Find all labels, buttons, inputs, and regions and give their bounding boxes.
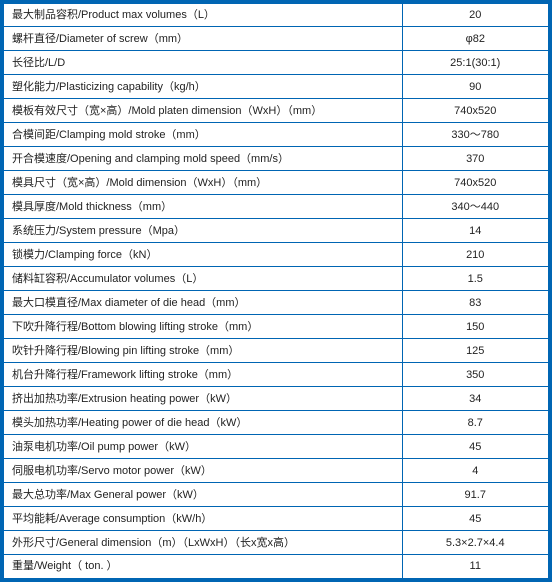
table-row: 外形尺寸/General dimension（m）（LxWxH）（长x宽x高）5… xyxy=(2,531,550,555)
table-row: 开合模速度/Opening and clamping mold speed（mm… xyxy=(2,147,550,171)
spec-value: φ82 xyxy=(402,27,550,51)
spec-value: 11 xyxy=(402,555,550,580)
spec-label: 挤出加热功率/Extrusion heating power（kW） xyxy=(2,387,402,411)
spec-label: 油泵电机功率/Oil pump power（kW） xyxy=(2,435,402,459)
table-row: 最大制品容积/Product max volumes（L）20 xyxy=(2,2,550,27)
table-row: 系统压力/System pressure（Mpa）14 xyxy=(2,219,550,243)
spec-value: 8.7 xyxy=(402,411,550,435)
spec-value: 83 xyxy=(402,291,550,315)
spec-value: 740x520 xyxy=(402,171,550,195)
spec-value: 330～780 xyxy=(402,123,550,147)
spec-label: 重量/Weight（ ton. ） xyxy=(2,555,402,580)
table-row: 下吹升降行程/Bottom blowing lifting stroke（mm）… xyxy=(2,315,550,339)
table-row: 最大总功率/Max General power（kW）91.7 xyxy=(2,483,550,507)
table-row: 合模间距/Clamping mold stroke（mm）330～780 xyxy=(2,123,550,147)
table-row: 伺服电机功率/Servo motor power（kW）4 xyxy=(2,459,550,483)
spec-label: 螺杆直径/Diameter of screw（mm） xyxy=(2,27,402,51)
spec-table: 最大制品容积/Product max volumes（L）20螺杆直径/Diam… xyxy=(0,0,552,582)
spec-value: 125 xyxy=(402,339,550,363)
spec-value: 340～440 xyxy=(402,195,550,219)
table-row: 平均能耗/Average consumption（kW/h）45 xyxy=(2,507,550,531)
table-row: 长径比/L/D25:1(30:1) xyxy=(2,51,550,75)
table-row: 模具尺寸（宽×高）/Mold dimension（WxH）（mm）740x520 xyxy=(2,171,550,195)
spec-value: 740x520 xyxy=(402,99,550,123)
table-row: 最大口模直径/Max diameter of die head（mm）83 xyxy=(2,291,550,315)
spec-label: 锁模力/Clamping force（kN） xyxy=(2,243,402,267)
spec-value: 1.5 xyxy=(402,267,550,291)
spec-label: 长径比/L/D xyxy=(2,51,402,75)
table-row: 储料缸容积/Accumulator volumes（L）1.5 xyxy=(2,267,550,291)
spec-label: 外形尺寸/General dimension（m）（LxWxH）（长x宽x高） xyxy=(2,531,402,555)
spec-value: 350 xyxy=(402,363,550,387)
table-row: 重量/Weight（ ton. ）11 xyxy=(2,555,550,580)
table-row: 螺杆直径/Diameter of screw（mm）φ82 xyxy=(2,27,550,51)
spec-value: 5.3×2.7×4.4 xyxy=(402,531,550,555)
spec-label: 最大口模直径/Max diameter of die head（mm） xyxy=(2,291,402,315)
spec-label: 模具尺寸（宽×高）/Mold dimension（WxH）（mm） xyxy=(2,171,402,195)
spec-value: 14 xyxy=(402,219,550,243)
spec-label: 伺服电机功率/Servo motor power（kW） xyxy=(2,459,402,483)
spec-label: 开合模速度/Opening and clamping mold speed（mm… xyxy=(2,147,402,171)
table-row: 模头加热功率/Heating power of die head（kW）8.7 xyxy=(2,411,550,435)
table-row: 机台升降行程/Framework lifting stroke（mm）350 xyxy=(2,363,550,387)
spec-table-body: 最大制品容积/Product max volumes（L）20螺杆直径/Diam… xyxy=(2,2,550,580)
spec-value: 4 xyxy=(402,459,550,483)
spec-value: 210 xyxy=(402,243,550,267)
spec-value: 20 xyxy=(402,2,550,27)
spec-label: 模板有效尺寸（宽×高）/Mold platen dimension（WxH）（m… xyxy=(2,99,402,123)
spec-label: 最大总功率/Max General power（kW） xyxy=(2,483,402,507)
spec-label: 储料缸容积/Accumulator volumes（L） xyxy=(2,267,402,291)
table-row: 锁模力/Clamping force（kN）210 xyxy=(2,243,550,267)
spec-label: 模头加热功率/Heating power of die head（kW） xyxy=(2,411,402,435)
spec-value: 90 xyxy=(402,75,550,99)
table-row: 模板有效尺寸（宽×高）/Mold platen dimension（WxH）（m… xyxy=(2,99,550,123)
spec-value: 150 xyxy=(402,315,550,339)
spec-value: 45 xyxy=(402,435,550,459)
spec-value: 25:1(30:1) xyxy=(402,51,550,75)
table-row: 塑化能力/Plasticizing capability（kg/h）90 xyxy=(2,75,550,99)
spec-label: 机台升降行程/Framework lifting stroke（mm） xyxy=(2,363,402,387)
table-row: 模具厚度/Mold thickness（mm）340～440 xyxy=(2,195,550,219)
table-row: 油泵电机功率/Oil pump power（kW）45 xyxy=(2,435,550,459)
spec-label: 最大制品容积/Product max volumes（L） xyxy=(2,2,402,27)
spec-label: 合模间距/Clamping mold stroke（mm） xyxy=(2,123,402,147)
spec-value: 34 xyxy=(402,387,550,411)
spec-value: 91.7 xyxy=(402,483,550,507)
spec-label: 模具厚度/Mold thickness（mm） xyxy=(2,195,402,219)
spec-label: 塑化能力/Plasticizing capability（kg/h） xyxy=(2,75,402,99)
spec-label: 吹针升降行程/Blowing pin lifting stroke（mm） xyxy=(2,339,402,363)
spec-label: 系统压力/System pressure（Mpa） xyxy=(2,219,402,243)
spec-value: 370 xyxy=(402,147,550,171)
table-row: 吹针升降行程/Blowing pin lifting stroke（mm）125 xyxy=(2,339,550,363)
spec-label: 下吹升降行程/Bottom blowing lifting stroke（mm） xyxy=(2,315,402,339)
spec-value: 45 xyxy=(402,507,550,531)
table-row: 挤出加热功率/Extrusion heating power（kW）34 xyxy=(2,387,550,411)
spec-label: 平均能耗/Average consumption（kW/h） xyxy=(2,507,402,531)
